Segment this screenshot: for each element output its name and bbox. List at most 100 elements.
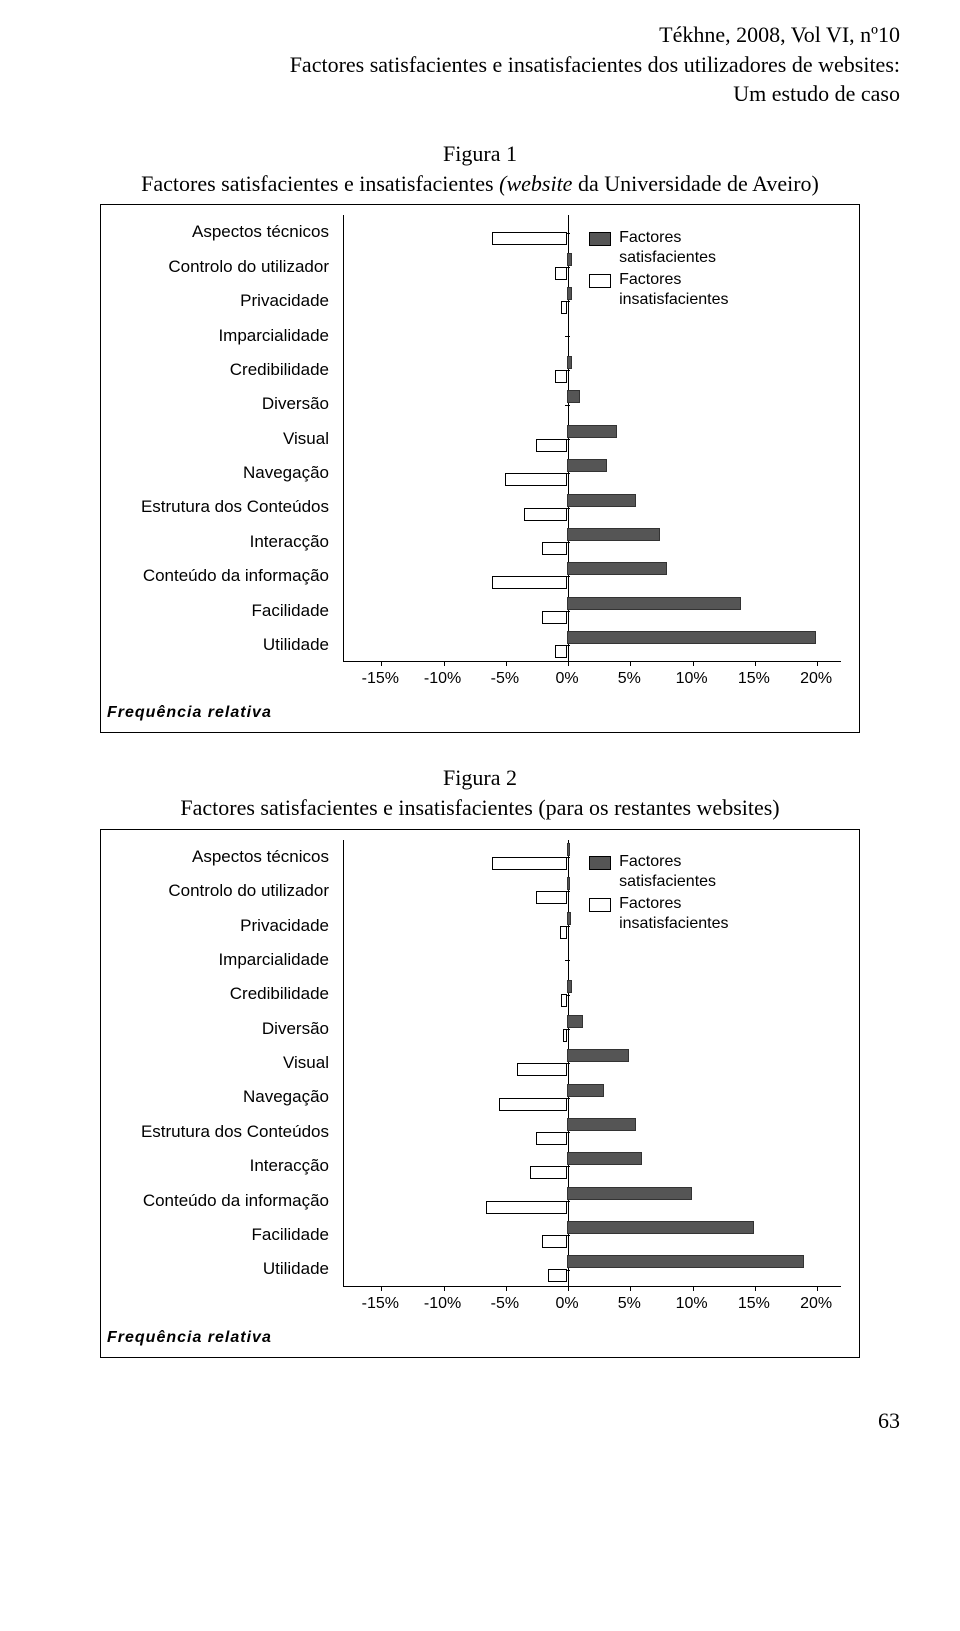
category-label: Facilidade xyxy=(107,594,337,628)
category-label: Aspectos técnicos xyxy=(107,840,337,874)
category-label: Diversão xyxy=(107,1012,337,1046)
header-line-1: Tékhne, 2008, Vol VI, nº10 xyxy=(60,20,900,50)
x-tick-label: 20% xyxy=(800,670,832,688)
bar-row xyxy=(343,1218,841,1252)
bar-row xyxy=(343,1252,841,1286)
bar-satisfaciente xyxy=(567,356,572,369)
bar-insatisfaciente xyxy=(555,267,567,280)
bar-row xyxy=(343,1081,841,1115)
bar-satisfaciente xyxy=(567,597,741,610)
figure2-subtitle: Factores satisfacientes e insatisfacient… xyxy=(60,793,900,823)
x-tick-label: 0% xyxy=(556,1295,579,1313)
category-label: Imparcialidade xyxy=(107,943,337,977)
figure1-subtitle: Factores satisfacientes e insatisfacient… xyxy=(60,169,900,199)
bar-insatisfaciente xyxy=(505,473,567,486)
bar-satisfaciente xyxy=(567,1084,604,1097)
legend: FactoressatisfacientesFactoresinsatisfac… xyxy=(587,226,730,314)
bar-insatisfaciente xyxy=(561,301,567,314)
category-label: Diversão xyxy=(107,387,337,421)
bar-satisfaciente xyxy=(567,528,660,541)
bar-insatisfaciente xyxy=(530,1166,567,1179)
legend-item: Factoressatisfacientes xyxy=(589,228,728,268)
page-number: 63 xyxy=(60,1388,900,1434)
category-label: Privacidade xyxy=(107,909,337,943)
x-tick-label: -5% xyxy=(491,1295,519,1313)
bar-insatisfaciente xyxy=(563,1029,567,1042)
category-label: Estrutura dos Conteúdos xyxy=(107,1115,337,1149)
bar-insatisfaciente xyxy=(536,439,567,452)
category-label: Visual xyxy=(107,1046,337,1080)
category-label: Estrutura dos Conteúdos xyxy=(107,490,337,524)
bar-satisfaciente xyxy=(567,1152,642,1165)
x-tick-label: 10% xyxy=(676,670,708,688)
bar-satisfaciente xyxy=(567,843,569,856)
bar-insatisfaciente xyxy=(486,1201,567,1214)
bar-satisfaciente xyxy=(567,980,572,993)
x-tick-label: 15% xyxy=(738,1295,770,1313)
bar-insatisfaciente xyxy=(555,370,567,383)
category-label: Facilidade xyxy=(107,1218,337,1252)
category-label: Interacção xyxy=(107,1149,337,1183)
category-label: Controlo do utilizador xyxy=(107,250,337,284)
category-label: Navegação xyxy=(107,1080,337,1114)
bar-satisfaciente xyxy=(567,1049,629,1062)
bar-insatisfaciente xyxy=(492,232,567,245)
bar-row xyxy=(343,628,841,662)
bar-row xyxy=(343,353,841,387)
figure1-title: Figura 1 xyxy=(60,139,900,169)
legend-item: Factoressatisfacientes xyxy=(589,852,728,892)
bar-row xyxy=(343,943,841,977)
header-line-3: Um estudo de caso xyxy=(60,79,900,109)
bar-insatisfaciente xyxy=(492,857,567,870)
category-label: Credibilidade xyxy=(107,353,337,387)
bar-row xyxy=(343,977,841,1011)
bar-row xyxy=(343,1115,841,1149)
bar-insatisfaciente xyxy=(542,542,567,555)
legend-swatch xyxy=(589,232,611,246)
header-line-2: Factores satisfacientes e insatisfacient… xyxy=(60,50,900,80)
bar-satisfaciente xyxy=(567,1187,692,1200)
legend-swatch xyxy=(589,274,611,288)
bar-satisfaciente xyxy=(567,253,572,266)
x-tick-label: -15% xyxy=(362,670,399,688)
legend: FactoressatisfacientesFactoresinsatisfac… xyxy=(587,850,730,938)
bar-row xyxy=(343,559,841,593)
x-axis-label: Frequência relativa xyxy=(107,1329,841,1347)
bar-insatisfaciente xyxy=(548,1269,567,1282)
bar-insatisfaciente xyxy=(517,1063,567,1076)
bar-insatisfaciente xyxy=(524,508,568,521)
category-label: Interacção xyxy=(107,525,337,559)
bar-satisfaciente xyxy=(567,877,569,890)
bar-row xyxy=(343,491,841,525)
bar-insatisfaciente xyxy=(542,611,567,624)
bar-row xyxy=(343,1184,841,1218)
x-axis-label: Frequência relativa xyxy=(107,704,841,722)
bar-insatisfaciente xyxy=(555,645,567,658)
legend-label: Factoresinsatisfacientes xyxy=(619,270,728,310)
bar-satisfaciente xyxy=(567,494,635,507)
x-tick-label: 5% xyxy=(618,670,641,688)
bar-row xyxy=(343,387,841,421)
bar-row xyxy=(343,1046,841,1080)
bar-row xyxy=(343,1012,841,1046)
bar-satisfaciente xyxy=(567,287,572,300)
bar-row xyxy=(343,525,841,559)
bar-insatisfaciente xyxy=(499,1098,567,1111)
category-label: Conteúdo da informação xyxy=(107,559,337,593)
bar-row xyxy=(343,422,841,456)
category-label: Utilidade xyxy=(107,1252,337,1286)
bar-insatisfaciente xyxy=(536,891,567,904)
bar-row xyxy=(343,1149,841,1183)
bar-satisfaciente xyxy=(567,390,579,403)
bar-satisfaciente xyxy=(567,562,667,575)
category-label: Conteúdo da informação xyxy=(107,1184,337,1218)
figure1-chart: Aspectos técnicosControlo do utilizadorP… xyxy=(100,204,860,733)
bar-insatisfaciente xyxy=(542,1235,567,1248)
running-header: Tékhne, 2008, Vol VI, nº10 Factores sati… xyxy=(60,20,900,109)
category-label: Controlo do utilizador xyxy=(107,874,337,908)
x-tick-label: 10% xyxy=(676,1295,708,1313)
legend-swatch xyxy=(589,898,611,912)
legend-item: Factoresinsatisfacientes xyxy=(589,894,728,934)
bar-insatisfaciente xyxy=(561,994,567,1007)
category-label: Imparcialidade xyxy=(107,319,337,353)
